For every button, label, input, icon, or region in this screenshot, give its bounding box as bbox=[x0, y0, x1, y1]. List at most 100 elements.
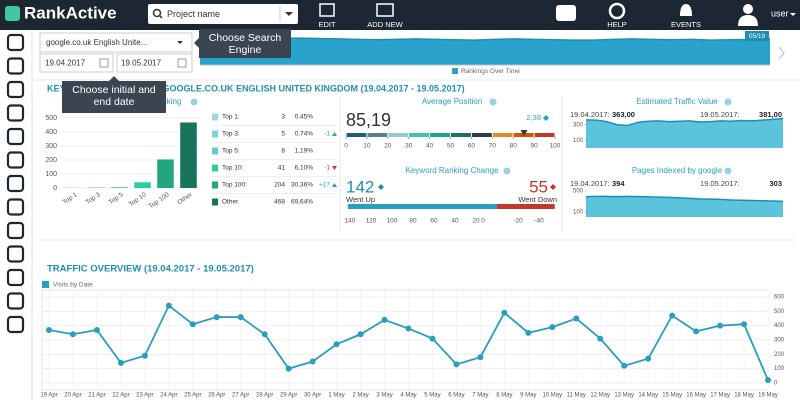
point bbox=[573, 315, 580, 322]
nav-button[interactable]: EVENTS bbox=[671, 20, 701, 29]
area-line bbox=[199, 37, 771, 41]
y-tick-label: 500 bbox=[45, 115, 57, 122]
x-tick-label: 140 bbox=[345, 218, 356, 225]
help-icon[interactable] bbox=[608, 2, 626, 20]
edit-icon[interactable] bbox=[319, 3, 335, 17]
y-tick-label: 500 bbox=[573, 189, 584, 195]
logo[interactable]: RankActive bbox=[24, 3, 117, 22]
row-share: 1,19% bbox=[295, 148, 314, 155]
x-tick-label: 11 May bbox=[567, 393, 586, 399]
panel-title: Pages Indexed by google bbox=[632, 166, 723, 175]
nav-button[interactable]: ADD NEW bbox=[367, 20, 403, 29]
search-box[interactable] bbox=[148, 4, 298, 24]
point bbox=[765, 377, 771, 384]
panel-title: Estimated Traffic Value bbox=[636, 97, 718, 106]
x-tick-label: 10 May bbox=[542, 393, 562, 399]
sidebar-icon[interactable] bbox=[6, 174, 25, 193]
point bbox=[141, 352, 148, 359]
calendar-icon[interactable] bbox=[177, 58, 187, 68]
x-tick-label: 4 May bbox=[400, 393, 416, 399]
trend-arrow bbox=[543, 115, 549, 121]
x-tick-label: Top 1 bbox=[62, 191, 79, 206]
bar bbox=[157, 159, 174, 188]
went-up-value: 142 bbox=[346, 177, 374, 196]
nav-button[interactable]: EDIT bbox=[318, 20, 336, 29]
legend-swatch bbox=[42, 281, 49, 288]
row-share: 0,74% bbox=[295, 131, 314, 138]
point bbox=[405, 325, 412, 332]
user-name[interactable]: user bbox=[771, 8, 789, 18]
point bbox=[741, 321, 748, 328]
user-caret[interactable] bbox=[790, 13, 796, 16]
row-change: +17 bbox=[319, 182, 330, 189]
x-tick-label: 24 Apr bbox=[160, 393, 177, 399]
user-avatar[interactable] bbox=[738, 15, 758, 26]
user-avatar[interactable] bbox=[743, 4, 753, 14]
sidebar-icon[interactable] bbox=[6, 151, 25, 169]
info-icon bbox=[190, 98, 198, 106]
row-share: 30,36% bbox=[291, 182, 313, 189]
sidebar-icon[interactable] bbox=[6, 33, 25, 52]
sidebar-icon[interactable] bbox=[6, 315, 25, 334]
messages-icon[interactable] bbox=[556, 5, 576, 21]
x-tick-label: 29 Apr bbox=[280, 393, 297, 399]
x-tick-label: 20 bbox=[384, 143, 392, 150]
calendar-icon[interactable] bbox=[99, 58, 109, 68]
x-tick-label: 100 bbox=[387, 218, 398, 225]
x-tick-label: 60 bbox=[468, 143, 476, 150]
x-tick-label: Top 5 bbox=[108, 191, 125, 206]
point bbox=[213, 314, 220, 321]
row-share: 69,64% bbox=[291, 199, 313, 206]
sidebar-icon[interactable] bbox=[6, 292, 25, 310]
end-date: 19.05.2017: bbox=[700, 179, 740, 188]
y-tick-label: 300 bbox=[774, 338, 785, 344]
search-placeholder[interactable]: Project name bbox=[167, 9, 220, 19]
sidebar-icon[interactable] bbox=[6, 80, 25, 99]
row-swatch bbox=[212, 181, 218, 189]
search-icon bbox=[152, 8, 162, 18]
scale-segment bbox=[471, 133, 492, 137]
start-date: 19.04.2017: bbox=[570, 179, 610, 188]
sidebar-icon[interactable] bbox=[6, 57, 25, 75]
bar bbox=[88, 187, 105, 188]
bar bbox=[180, 122, 197, 188]
sidebar-icon[interactable] bbox=[6, 198, 25, 216]
point bbox=[525, 329, 532, 336]
end-date-input[interactable] bbox=[116, 53, 193, 73]
next-arrow[interactable] bbox=[778, 46, 785, 60]
scale-segment bbox=[388, 133, 409, 137]
start-date-input[interactable] bbox=[39, 53, 114, 73]
row-label: Top 10: bbox=[222, 165, 244, 172]
engine-caret[interactable] bbox=[177, 41, 183, 44]
sidebar-icon[interactable] bbox=[6, 245, 25, 263]
trend-arrow bbox=[332, 183, 337, 187]
point bbox=[117, 359, 124, 366]
engine-value[interactable]: google.co.uk English Unite... bbox=[46, 38, 147, 47]
row-label: Other bbox=[222, 199, 239, 206]
x-tick-label: Top 100 bbox=[148, 191, 171, 210]
end-date: 19.05.2017: bbox=[700, 110, 740, 119]
bar bbox=[134, 182, 151, 188]
x-tick-label: 17 May bbox=[710, 393, 730, 399]
x-tick-label: 14 May bbox=[638, 393, 658, 399]
end-date[interactable]: 19.05.2017 bbox=[121, 59, 162, 68]
x-tick-label: 80 bbox=[409, 218, 417, 225]
search-caret[interactable] bbox=[285, 12, 293, 16]
events-icon[interactable] bbox=[680, 4, 692, 16]
sidebar-icon[interactable] bbox=[6, 268, 25, 287]
add-icon[interactable] bbox=[376, 3, 394, 17]
went-up-bar bbox=[347, 204, 497, 209]
sidebar-icon[interactable] bbox=[6, 221, 25, 240]
y-tick-label: 100 bbox=[573, 138, 584, 144]
went-down-label: Went Down bbox=[518, 195, 557, 204]
nav-button[interactable]: HELP bbox=[607, 20, 627, 29]
start-date[interactable]: 19.04.2017 bbox=[45, 59, 86, 68]
position-marker bbox=[520, 130, 528, 136]
logo-icon[interactable] bbox=[5, 6, 20, 21]
sidebar bbox=[6, 33, 25, 334]
x-tick-label: 25 Apr bbox=[184, 393, 201, 399]
x-tick-label: 21 Apr bbox=[88, 393, 105, 399]
engine-select[interactable] bbox=[39, 32, 193, 53]
sidebar-icon[interactable] bbox=[6, 127, 25, 146]
sidebar-icon[interactable] bbox=[6, 104, 25, 122]
